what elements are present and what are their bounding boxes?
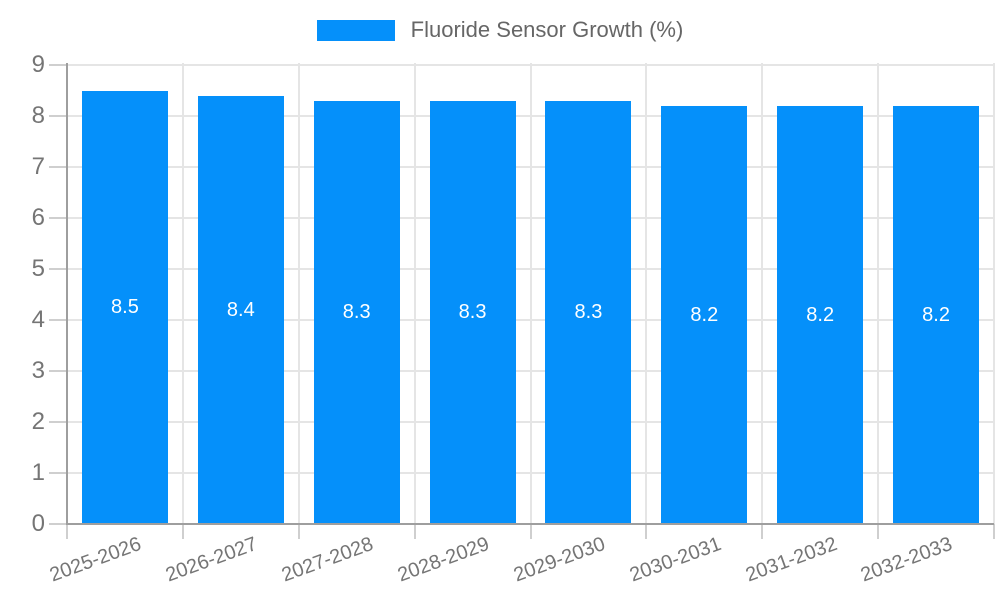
bar [545,100,632,523]
y-axis-tick [49,421,67,423]
x-axis-line [66,523,994,525]
bar [661,105,748,523]
bar-value-label: 8.3 [342,301,371,324]
x-axis-tick [413,524,416,539]
y-axis-tick [49,472,67,474]
x-axis-tick [645,524,648,539]
x-axis-tick [181,524,184,539]
gridline-vertical [181,63,184,524]
y-axis-tick [49,523,67,525]
bar [313,100,400,523]
bar-value-label: 8.2 [922,303,950,326]
x-axis-tick [993,524,995,539]
bar-value-label: 8.3 [458,301,487,324]
y-tick-label: 5 [31,255,45,282]
x-category-label: 2030-2031 [626,533,724,587]
y-tick-label: 0 [31,510,45,537]
y-axis-tick [49,319,67,321]
y-tick-label: 9 [31,51,45,78]
gridline-vertical [761,63,764,524]
y-tick-label: 1 [31,459,45,486]
y-axis-tick [49,370,67,372]
y-axis-line [66,63,68,525]
y-axis-tick [49,217,67,219]
bar-value-label: 8.2 [690,303,719,326]
gridline-vertical [645,63,648,524]
bar [429,100,516,523]
gridline-vertical [413,63,416,524]
bar [777,105,864,523]
x-category-label: 2032-2033 [858,533,956,587]
x-category-label: 2026-2027 [162,533,261,587]
bar [81,90,168,523]
bar-value-label: 8.3 [574,301,603,324]
y-axis-tick [49,115,67,117]
y-axis-tick [49,166,67,168]
y-axis-tick [49,268,67,270]
legend: Fluoride Sensor Growth (%) [0,17,1000,43]
x-axis-tick [66,524,68,539]
gridline-vertical [297,63,300,524]
x-category-label: 2025-2026 [47,533,145,587]
x-category-label: 2027-2028 [278,533,377,587]
y-tick-label: 6 [31,204,45,231]
y-tick-label: 2 [31,408,45,435]
bar [197,95,284,523]
gridline-vertical [529,63,532,524]
y-tick-label: 7 [31,153,45,180]
legend-label: Fluoride Sensor Growth (%) [410,17,684,42]
y-tick-label: 4 [31,306,45,333]
bar [893,105,980,523]
bar-value-label: 8.5 [111,296,139,319]
x-category-label: 2029-2030 [510,533,608,587]
bar-value-label: 8.2 [806,303,835,326]
x-axis-tick [877,524,880,539]
x-category-label: 2028-2029 [394,533,493,587]
y-axis-tick [49,64,67,66]
x-axis-tick [761,524,764,539]
gridline-vertical [877,63,880,524]
x-axis-tick [529,524,532,539]
x-category-label: 2031-2032 [742,533,840,587]
x-axis-tick [297,524,300,539]
y-tick-label: 8 [31,102,45,129]
legend-swatch [316,19,395,41]
bar-value-label: 8.4 [226,298,255,321]
y-tick-label: 3 [31,357,45,384]
gridline-vertical [993,63,995,524]
